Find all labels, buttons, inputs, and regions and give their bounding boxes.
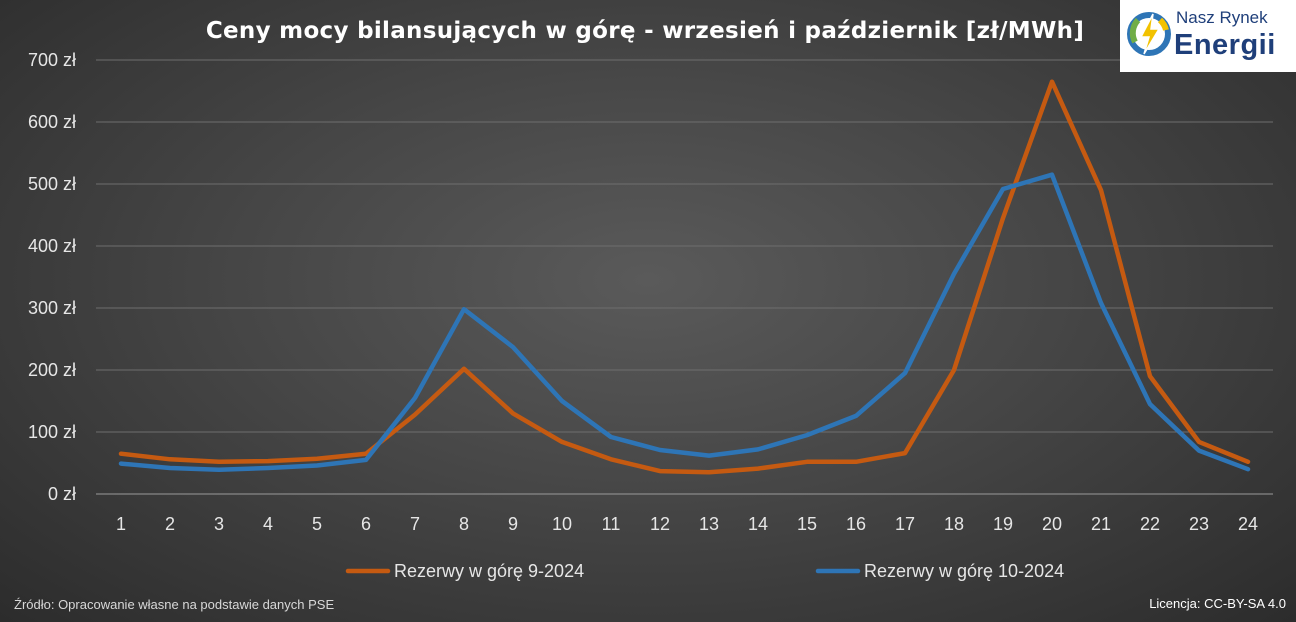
y-axis-ticks: 0 zł 100 zł 200 zł 300 zł 400 zł 500 zł 600 zł…	[28, 50, 76, 504]
logo-text-line2: Energii	[1174, 29, 1276, 61]
y-tick-label: 600 zł	[28, 112, 76, 132]
y-tick-label: 400 zł	[28, 236, 76, 256]
x-tick-label: 24	[1238, 514, 1258, 534]
legend-label: Rezerwy w górę 9-2024	[394, 561, 584, 581]
x-tick-label: 1	[116, 514, 126, 534]
series-line-1	[118, 79, 1251, 475]
x-tick-label: 16	[846, 514, 866, 534]
y-tick-label: 500 zł	[28, 174, 76, 194]
x-tick-label: 5	[312, 514, 322, 534]
x-tick-label: 21	[1091, 514, 1111, 534]
x-tick-label: 18	[944, 514, 964, 534]
source-note: Źródło: Opracowanie własne na podstawie …	[14, 597, 335, 612]
x-tick-label: 2	[165, 514, 175, 534]
x-tick-label: 7	[410, 514, 420, 534]
series-lines	[118, 79, 1251, 475]
logo-text-line1: Nasz Rynek	[1176, 8, 1268, 27]
y-tick-label: 700 zł	[28, 50, 76, 70]
chart-title: Ceny mocy bilansujących w górę - wrzesie…	[205, 18, 1085, 44]
x-tick-label: 8	[459, 514, 469, 534]
x-tick-label: 3	[214, 514, 224, 534]
gridlines	[96, 59, 1273, 495]
x-tick-label: 19	[993, 514, 1013, 534]
x-tick-label: 14	[748, 514, 768, 534]
brand-logo: Nasz Rynek Energii	[1120, 0, 1296, 72]
x-tick-label: 4	[263, 514, 273, 534]
x-tick-label: 11	[602, 514, 621, 534]
x-tick-label: 23	[1189, 514, 1209, 534]
x-tick-label: 22	[1140, 514, 1160, 534]
legend: Rezerwy w górę 9-2024 Rezerwy w górę 10-2…	[345, 561, 1064, 581]
y-tick-label: 100 zł	[28, 422, 76, 442]
legend-label: Rezerwy w górę 10-2024	[864, 561, 1064, 581]
x-tick-label: 6	[361, 514, 371, 534]
y-tick-label: 200 zł	[28, 360, 76, 380]
x-tick-label: 9	[508, 514, 518, 534]
x-tick-label: 17	[895, 514, 915, 534]
y-tick-label: 0 zł	[48, 484, 76, 504]
x-tick-label: 10	[552, 514, 572, 534]
series-line-2	[118, 172, 1251, 473]
license-note: Licencja: CC-BY-SA 4.0	[1149, 596, 1286, 611]
x-axis-ticks: 1 2 3 4 5 6 7 8 9 10 11 12 13 14 15 16 17 18 19 20 21 22 23 24	[116, 514, 1258, 534]
lightning-globe-icon	[1127, 12, 1171, 56]
x-tick-label: 13	[699, 514, 719, 534]
x-tick-label: 15	[797, 514, 817, 534]
x-tick-label: 12	[650, 514, 670, 534]
y-tick-label: 300 zł	[28, 298, 76, 318]
x-tick-label: 20	[1042, 514, 1062, 534]
